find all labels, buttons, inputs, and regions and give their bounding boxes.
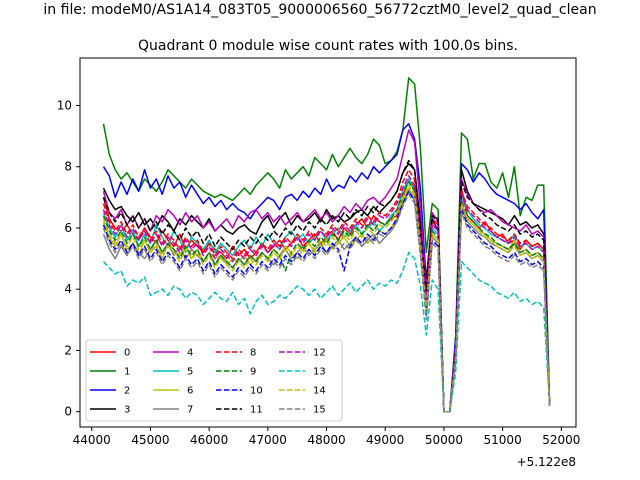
series-line-8: [102, 169, 551, 413]
series-line-15: [102, 193, 551, 413]
x-tick-label: 51000: [484, 433, 522, 447]
y-tick-label: 6: [64, 221, 72, 235]
legend-label-7: 7: [187, 405, 193, 416]
x-tick-label: 48000: [307, 433, 345, 447]
legend-label-12: 12: [313, 348, 326, 359]
legend-label-13: 13: [313, 367, 326, 378]
x-tick-label: 47000: [249, 433, 287, 447]
x-tick-label: 45000: [131, 433, 169, 447]
y-axis: 0 2 4 6 8 10: [57, 98, 80, 419]
figure-suptitle: in file: modeM0/AS1A14_083T05_9000006560…: [43, 2, 596, 18]
x-tick-label: 46000: [190, 433, 228, 447]
legend-label-0: 0: [124, 348, 130, 359]
x-tick-label: 49000: [366, 433, 404, 447]
x-tick-label: 52000: [542, 433, 580, 447]
legend-label-6: 6: [187, 386, 193, 397]
legend-label-1: 1: [124, 367, 130, 378]
series-layer: [102, 77, 551, 413]
x-axis-offset-label: +5.122e8: [517, 455, 576, 469]
legend-label-11: 11: [250, 405, 263, 416]
series-line-11: [102, 159, 551, 413]
y-tick-label: 4: [64, 282, 72, 296]
y-tick-label: 2: [64, 343, 72, 357]
series-line-1: [102, 77, 551, 413]
legend-label-9: 9: [250, 367, 256, 378]
chart-title: Quadrant 0 module wise count rates with …: [138, 38, 518, 54]
legend-label-5: 5: [187, 367, 193, 378]
legend-label-15: 15: [313, 405, 326, 416]
series-line-14: [102, 184, 551, 413]
legend-label-8: 8: [250, 348, 256, 359]
series-line-2: [102, 123, 551, 413]
legend-frame: [85, 339, 343, 422]
x-axis: 44000 45000 46000 47000 48000 49000 50000 51000…: [73, 427, 580, 447]
series-line-12: [102, 175, 551, 413]
legend-label-14: 14: [313, 386, 326, 397]
legend-label-10: 10: [250, 386, 263, 397]
legend-label-3: 3: [124, 405, 130, 416]
x-tick-label: 44000: [73, 433, 111, 447]
y-tick-label: 0: [64, 405, 72, 419]
plot-area: [79, 57, 577, 428]
legend-label-2: 2: [124, 386, 130, 397]
y-tick-label: 8: [64, 160, 72, 174]
x-tick-label: 50000: [425, 433, 463, 447]
series-line-10: [102, 190, 551, 413]
series-line-9: [102, 181, 551, 413]
series-line-13: [102, 251, 551, 413]
y-tick-label: 10: [57, 98, 72, 112]
legend-label-4: 4: [187, 348, 193, 359]
plot-frame: [79, 57, 577, 428]
